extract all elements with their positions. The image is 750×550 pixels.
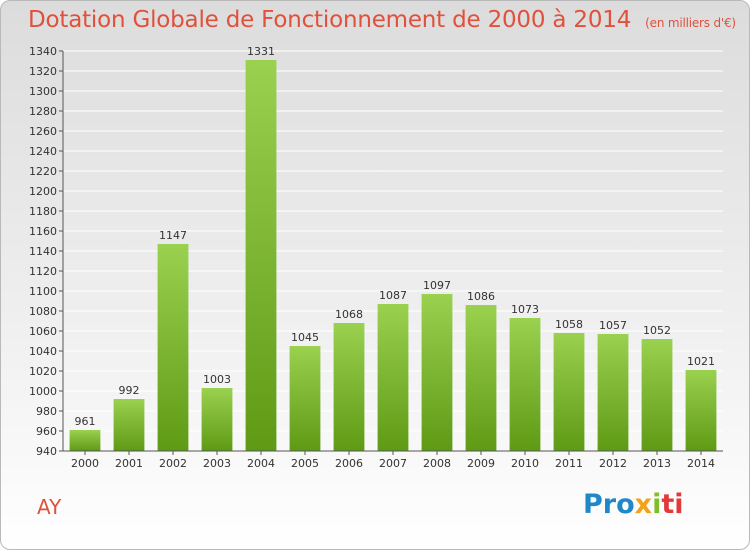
x-tick-label-2013: 2013: [643, 457, 671, 470]
x-tick-label-2009: 2009: [467, 457, 495, 470]
data-label-2010: 1073: [511, 303, 539, 316]
data-label-2007: 1087: [379, 289, 407, 302]
y-tick-label: 1100: [29, 285, 57, 298]
data-label-2001: 992: [119, 384, 140, 397]
data-label-2003: 1003: [203, 373, 231, 386]
bar-2010: [509, 318, 541, 451]
data-label-2002: 1147: [159, 229, 187, 242]
y-tick-label: 1280: [29, 105, 57, 118]
bar-2006: [333, 323, 365, 451]
y-tick-label: 1320: [29, 65, 57, 78]
y-tick-label: 1060: [29, 325, 57, 338]
x-tick-label-2012: 2012: [599, 457, 627, 470]
data-label-2013: 1052: [643, 324, 671, 337]
x-tick-label-2011: 2011: [555, 457, 583, 470]
x-tick-label-2010: 2010: [511, 457, 539, 470]
y-tick-label: 1340: [29, 45, 57, 58]
data-label-2005: 1045: [291, 331, 319, 344]
x-tick-label-2000: 2000: [71, 457, 99, 470]
bar-2000: [69, 430, 101, 451]
y-tick-label: 980: [36, 405, 57, 418]
y-tick-label: 1140: [29, 245, 57, 258]
data-label-2008: 1097: [423, 279, 451, 292]
bar-2004: [245, 60, 277, 451]
y-tick-label: 1200: [29, 185, 57, 198]
bar-2008: [421, 294, 453, 451]
axes: 940 960 980 1000 1020 1040 1060 1080 1100 1120 114…: [29, 45, 723, 470]
data-label-2000: 961: [75, 415, 96, 428]
data-labels: 961 992 1147 1003 1331 1045 1068 1087 1097 1086 10…: [75, 45, 716, 428]
x-tick-label-2005: 2005: [291, 457, 319, 470]
y-tick-label: 1080: [29, 305, 57, 318]
y-tick-label: 1000: [29, 385, 57, 398]
units-label: (en milliers d'€): [645, 16, 736, 30]
x-tick-label-2014: 2014: [687, 457, 715, 470]
x-tick-label-2008: 2008: [423, 457, 451, 470]
bar-2011: [553, 333, 585, 451]
x-tick-label-2004: 2004: [247, 457, 275, 470]
bar-2002: [157, 244, 189, 451]
y-tick-label: 1220: [29, 165, 57, 178]
bar-2005: [289, 346, 321, 451]
x-tick-label-2002: 2002: [159, 457, 187, 470]
chart-title-text: Dotation Globale de Fonctionnement de 20…: [28, 7, 632, 33]
y-tick-label: 1160: [29, 225, 57, 238]
data-label-2006: 1068: [335, 308, 363, 321]
x-tick-label-2007: 2007: [379, 457, 407, 470]
proxiti-logo: Proxiti: [583, 489, 684, 520]
x-tick-label-2001: 2001: [115, 457, 143, 470]
bar-2009: [465, 305, 497, 451]
bar-2013: [641, 339, 673, 451]
x-tick-label-2003: 2003: [203, 457, 231, 470]
y-tick-label: 1300: [29, 85, 57, 98]
data-label-2009: 1086: [467, 290, 495, 303]
y-tick-label: 960: [36, 425, 57, 438]
chart-title: Dotation Globale de Fonctionnement de 20…: [28, 7, 736, 33]
commune-name: AY: [37, 495, 62, 519]
y-tick-label: 1180: [29, 205, 57, 218]
bar-2003: [201, 388, 233, 451]
bar-2014: [685, 370, 717, 451]
data-label-2012: 1057: [599, 319, 627, 332]
bar-2001: [113, 399, 145, 451]
y-tick-label: 1260: [29, 125, 57, 138]
y-tick-label: 1040: [29, 345, 57, 358]
bar-2007: [377, 304, 409, 451]
data-label-2014: 1021: [687, 355, 715, 368]
data-label-2011: 1058: [555, 318, 583, 331]
bars: [69, 60, 717, 451]
bar-2012: [597, 334, 629, 451]
data-label-2004: 1331: [247, 45, 275, 58]
y-tick-label: 940: [36, 445, 57, 458]
x-tick-label-2006: 2006: [335, 457, 363, 470]
y-tick-label: 1020: [29, 365, 57, 378]
y-tick-label: 1120: [29, 265, 57, 278]
y-tick-label: 1240: [29, 145, 57, 158]
